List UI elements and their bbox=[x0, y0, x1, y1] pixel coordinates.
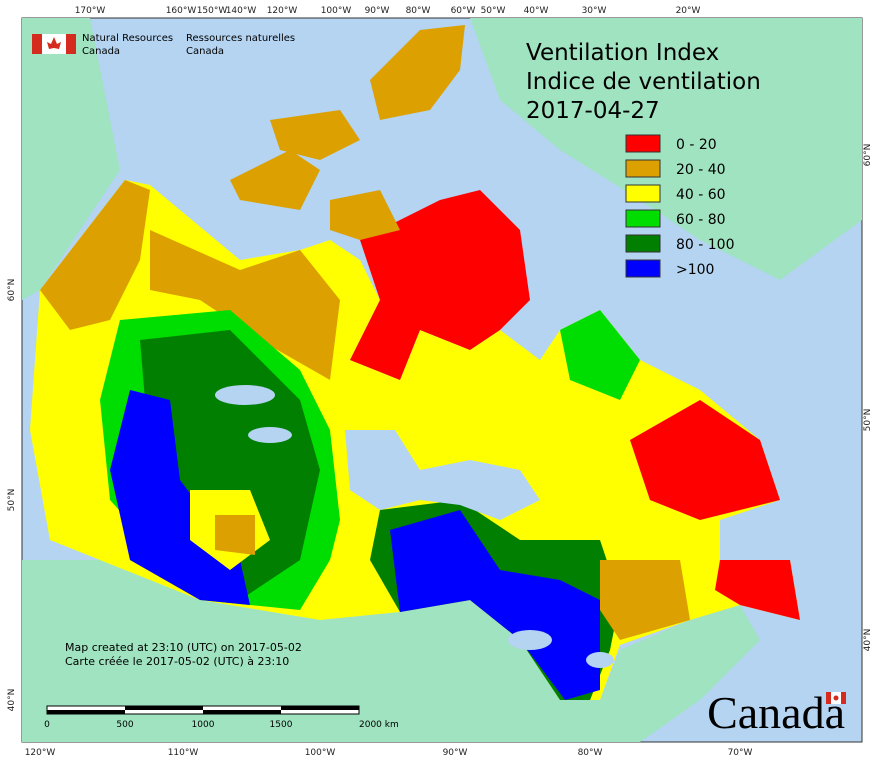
graticule-label: 80°W bbox=[578, 748, 603, 758]
graticule-label: 20°W bbox=[676, 6, 701, 16]
graticule-label: 60°W bbox=[451, 6, 476, 16]
graticule-label: 40°N bbox=[863, 629, 873, 652]
title-fr: Indice de ventilation bbox=[526, 69, 761, 95]
legend-label: 40 - 60 bbox=[676, 187, 726, 203]
lake bbox=[586, 652, 614, 668]
credit-fr: Carte créée le 2017-05-02 (UTC) à 23:10 bbox=[65, 655, 289, 668]
baffin-island bbox=[350, 190, 530, 380]
graticule-label: 120°W bbox=[267, 6, 298, 16]
scale-label: 2000 km bbox=[359, 720, 399, 730]
graticule-label: 60°N bbox=[863, 144, 873, 167]
zone bbox=[715, 560, 800, 620]
graticule-label: 150°W bbox=[197, 6, 228, 16]
zone bbox=[215, 515, 255, 555]
graticule-label: 60°N bbox=[7, 279, 17, 302]
legend-swatch bbox=[625, 259, 661, 278]
island bbox=[370, 25, 465, 120]
canada-wordmark: Canada bbox=[707, 687, 845, 738]
legend-label: 60 - 80 bbox=[676, 212, 726, 228]
graticule-label: 90°W bbox=[443, 748, 468, 758]
scale-label: 1000 bbox=[192, 720, 215, 730]
scale-bar bbox=[46, 705, 360, 715]
legend: 0 - 20 20 - 40 40 - 60 60 - 80 80 - 100 >100 bbox=[625, 134, 735, 278]
graticule-label: 30°W bbox=[582, 6, 607, 16]
zone bbox=[150, 230, 340, 380]
scale-label: 0 bbox=[44, 720, 50, 730]
graticule-label: 100°W bbox=[305, 748, 336, 758]
agency-fr: Ressources naturelles bbox=[186, 33, 295, 44]
lake bbox=[215, 385, 275, 405]
agency-fr-country: Canada bbox=[186, 46, 224, 57]
title: Ventilation Index bbox=[526, 40, 719, 66]
agency-en: Natural Resources bbox=[82, 33, 173, 44]
date: 2017-04-27 bbox=[526, 98, 660, 124]
graticule-label: 50°N bbox=[7, 489, 17, 512]
graticule-label: 140°W bbox=[226, 6, 257, 16]
graticule-label: 50°N bbox=[863, 409, 873, 432]
graticule-label: 120°W bbox=[25, 748, 56, 758]
zone bbox=[560, 310, 640, 400]
graticule-label: 90°W bbox=[365, 6, 390, 16]
zone bbox=[630, 400, 780, 520]
alaska bbox=[22, 18, 120, 300]
wordmark-flag bbox=[826, 692, 846, 704]
agency-en-country: Canada bbox=[82, 46, 120, 57]
zone bbox=[530, 380, 640, 460]
greenland bbox=[470, 18, 862, 280]
graticule-label: 170°W bbox=[75, 6, 106, 16]
graticule-label: 110°W bbox=[168, 748, 199, 758]
graticule-label: 100°W bbox=[321, 6, 352, 16]
legend-swatch bbox=[625, 159, 661, 178]
legend-swatch bbox=[625, 209, 661, 228]
graticule-label: 50°W bbox=[481, 6, 506, 16]
usa bbox=[22, 560, 760, 742]
legend-label: 80 - 100 bbox=[676, 237, 735, 253]
island bbox=[270, 110, 360, 160]
scale-labels: 0 500 1000 1500 2000 km bbox=[44, 720, 399, 730]
graticule-label: 160°W bbox=[166, 6, 197, 16]
legend-label: >100 bbox=[676, 262, 714, 278]
zone bbox=[600, 560, 690, 640]
graticule-label: 80°W bbox=[406, 6, 431, 16]
legend-swatch bbox=[625, 234, 661, 253]
nrcan-flag bbox=[32, 34, 76, 54]
credit-en: Map created at 23:10 (UTC) on 2017-05-02 bbox=[65, 641, 302, 654]
graticule-label: 40°N bbox=[7, 689, 17, 712]
legend-label: 0 - 20 bbox=[676, 137, 717, 153]
lake bbox=[248, 427, 292, 443]
graticule-label: 40°W bbox=[524, 6, 549, 16]
zone bbox=[40, 180, 150, 330]
scale-label: 1500 bbox=[270, 720, 293, 730]
hudson-bay bbox=[345, 430, 540, 520]
scale-label: 500 bbox=[116, 720, 133, 730]
island bbox=[330, 190, 400, 240]
legend-swatch bbox=[625, 134, 661, 153]
legend-swatch bbox=[625, 184, 661, 203]
legend-label: 20 - 40 bbox=[676, 162, 726, 178]
zone bbox=[390, 510, 600, 700]
lake bbox=[508, 630, 552, 650]
graticule-label: 70°W bbox=[728, 748, 753, 758]
island bbox=[230, 150, 320, 210]
